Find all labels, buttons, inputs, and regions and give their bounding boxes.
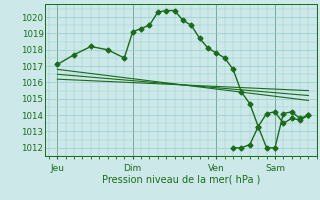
X-axis label: Pression niveau de la mer( hPa ): Pression niveau de la mer( hPa ) [102, 174, 260, 184]
